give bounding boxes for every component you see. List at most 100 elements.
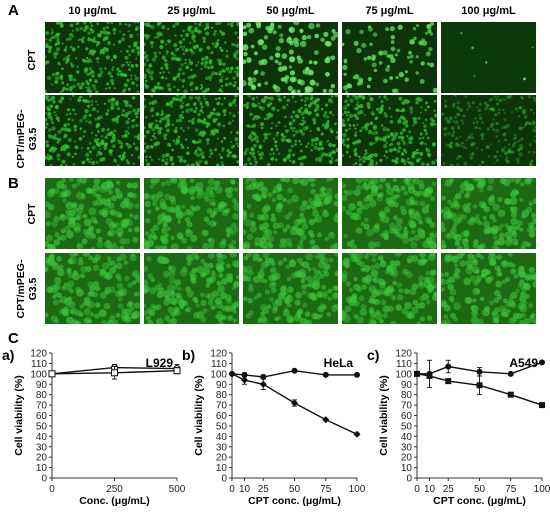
- micrograph-tile: [45, 95, 140, 166]
- y-tick-label: 10: [216, 463, 228, 474]
- micrograph-tile: [144, 178, 239, 249]
- micrograph-tile: [441, 22, 536, 93]
- y-tick-label: 30: [36, 442, 48, 453]
- y-tick-label: 60: [401, 411, 413, 422]
- y-tick-label: 60: [216, 411, 228, 422]
- data-point: [241, 371, 248, 378]
- y-tick-label: 0: [221, 474, 227, 485]
- y-tick-label: 100: [30, 369, 47, 380]
- micrograph-tile: [243, 253, 338, 324]
- column-header-10: 10 μg/mL: [68, 5, 117, 17]
- chart-panel-label: b): [182, 347, 195, 363]
- data-point: [507, 391, 514, 398]
- chart-title: A549: [509, 356, 538, 370]
- y-tick-label: 0: [41, 474, 47, 485]
- micrograph-tile: [45, 253, 140, 324]
- x-tick-label: 75: [320, 484, 332, 495]
- y-tick-label: 20: [216, 453, 228, 464]
- y-tick-label: 60: [36, 411, 48, 422]
- y-tick-label: 20: [401, 453, 413, 464]
- row-label-a-cpt-mpeg: CPT/mPEG- G3.5: [15, 109, 39, 169]
- x-tick-label: 25: [443, 484, 455, 495]
- chart-title: L929: [146, 356, 174, 370]
- x-axis-label: CPT conc. (μg/mL): [248, 495, 341, 507]
- y-tick-label: 30: [216, 442, 228, 453]
- x-tick-label: 50: [289, 484, 301, 495]
- data-point: [241, 376, 248, 384]
- row-label-b-cpt-mpeg: CPT/mPEG- G3.5: [15, 259, 39, 319]
- y-tick-label: 100: [395, 369, 412, 380]
- x-axis-label: Conc. (μg/mL): [79, 495, 150, 507]
- x-axis-label: CPT conc. (μg/mL): [433, 495, 526, 507]
- y-tick-label: 80: [216, 390, 228, 401]
- data-point: [259, 380, 267, 388]
- x-tick-label: 50: [474, 484, 486, 495]
- column-header-100: 100 μg/mL: [461, 5, 516, 17]
- row-label-b-cpt: CPT: [26, 203, 38, 225]
- micrograph-tile: [45, 178, 140, 249]
- x-tick-label: 0: [229, 484, 235, 495]
- y-tick-label: 80: [401, 390, 413, 401]
- micrograph-tile: [243, 178, 338, 249]
- y-tick-label: 70: [216, 401, 228, 412]
- column-header-25: 25 μg/mL: [167, 5, 216, 17]
- micrograph-tile: [441, 95, 536, 166]
- y-tick-label: 40: [36, 432, 48, 443]
- micrograph-tile: [342, 178, 437, 249]
- y-tick-label: 20: [36, 453, 48, 464]
- y-tick-label: 50: [36, 421, 48, 432]
- row-label-a-cpt: CPT: [26, 49, 38, 71]
- data-point: [426, 372, 433, 379]
- micrograph-tile: [342, 95, 437, 166]
- data-point: [445, 378, 452, 385]
- y-tick-label: 30: [401, 442, 413, 453]
- data-point: [322, 371, 329, 378]
- data-point: [111, 369, 118, 377]
- micrograph-tile: [342, 253, 437, 324]
- y-tick-label: 120: [30, 349, 47, 360]
- y-tick-label: 0: [406, 474, 412, 485]
- micrograph-tile: [45, 22, 140, 93]
- chart-panel-label: c): [367, 347, 379, 363]
- y-tick-label: 40: [216, 432, 228, 443]
- data-point: [445, 363, 452, 370]
- panel-label-b: B: [8, 175, 19, 192]
- x-tick-label: 25: [258, 484, 270, 495]
- data-point: [48, 370, 56, 378]
- y-tick-label: 90: [216, 380, 228, 391]
- micrograph-tile: [342, 22, 437, 93]
- chart-title: HeLa: [324, 356, 354, 370]
- x-tick-label: 10: [424, 484, 436, 495]
- y-tick-label: 10: [401, 463, 413, 474]
- micrograph-tile: [243, 22, 338, 93]
- data-point: [539, 402, 545, 409]
- x-tick-label: 0: [49, 484, 55, 495]
- micrograph-tile: [144, 253, 239, 324]
- y-tick-label: 120: [395, 349, 412, 360]
- data-point: [414, 370, 420, 377]
- data-point: [260, 373, 267, 380]
- panel-label-a: A: [8, 2, 19, 19]
- y-tick-label: 110: [396, 359, 412, 370]
- y-tick-label: 120: [210, 349, 227, 360]
- y-tick-label: 70: [401, 401, 413, 412]
- y-tick-label: 50: [216, 421, 228, 432]
- y-tick-label: 80: [36, 390, 48, 401]
- y-tick-label: 110: [31, 359, 47, 370]
- x-tick-label: 100: [534, 484, 550, 495]
- y-tick-label: 10: [36, 463, 48, 474]
- y-tick-label: 90: [401, 380, 413, 391]
- y-tick-label: 70: [36, 401, 48, 412]
- data-point: [353, 430, 361, 438]
- data-point: [476, 368, 483, 375]
- data-point: [476, 382, 483, 389]
- x-tick-label: 75: [505, 484, 517, 495]
- data-point: [291, 367, 298, 374]
- micrograph-tile: [243, 95, 338, 166]
- data-point: [507, 370, 514, 377]
- column-header-75: 75 μg/mL: [365, 5, 414, 17]
- x-tick-label: 0: [414, 484, 420, 495]
- x-tick-label: 500: [169, 484, 185, 495]
- micrograph-tile: [144, 95, 239, 166]
